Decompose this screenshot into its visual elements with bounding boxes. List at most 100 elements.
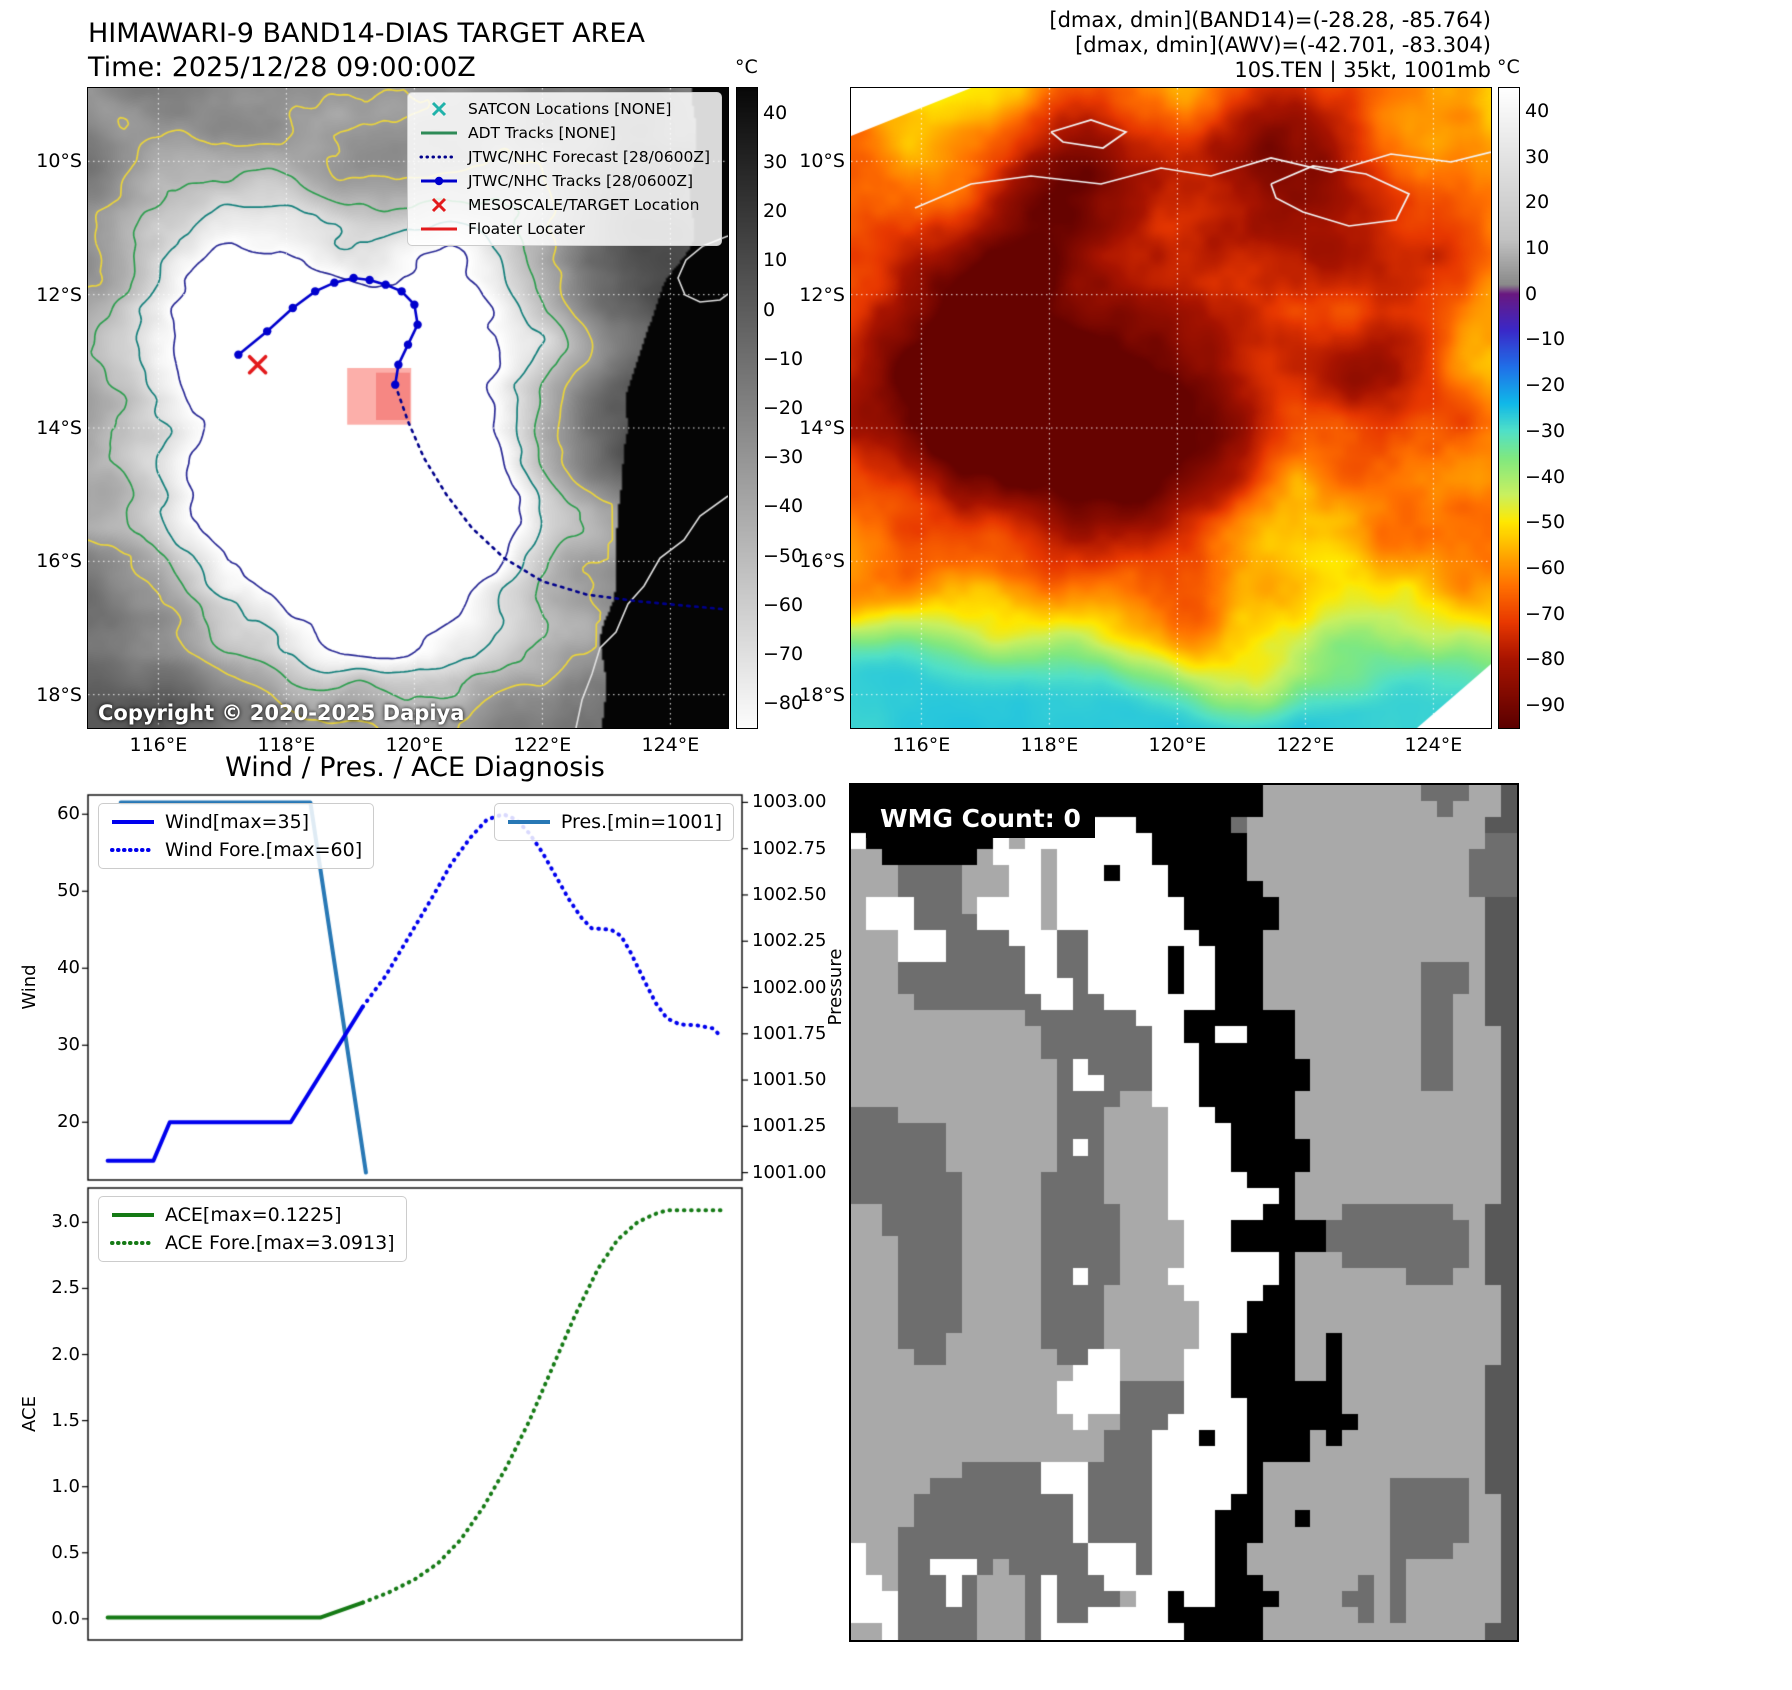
legend-item: ACE Fore.[max=3.0913] <box>110 1232 395 1254</box>
colorbar-tick-label: −60 <box>1525 557 1566 579</box>
wind-tick-label: 60 <box>57 803 80 825</box>
colorbar-tick-label: −40 <box>1525 465 1566 488</box>
dotted-legend-marker-icon <box>110 1235 156 1251</box>
x-tick-label: 124°E <box>641 734 700 756</box>
wind-tick-label: 30 <box>57 1034 80 1056</box>
awv-colorbar <box>1498 87 1520 729</box>
colorbar-tick-label: −50 <box>763 544 804 567</box>
colorbar-tick-label: 40 <box>1525 99 1550 122</box>
legend-label: ACE[max=0.1225] <box>165 1204 342 1226</box>
ace-tick-label: 2.0 <box>51 1343 80 1365</box>
x-tick-label: 118°E <box>257 734 316 756</box>
colorbar-tick-label: 10 <box>763 249 788 272</box>
legend-item: SATCON Locations [NONE] <box>419 100 710 118</box>
y-tick-label: 14°S <box>799 417 845 439</box>
band14-title: HIMAWARI-9 BAND14-DIAS TARGET AREA <box>88 18 645 49</box>
y-tick-label: 12°S <box>799 283 845 306</box>
y-tick-label: 16°S <box>36 550 82 573</box>
pressure-tick-label: 1001.00 <box>752 1161 827 1183</box>
pressure-legend: Pres.[min=1001] <box>493 803 734 841</box>
legend-label: Wind Fore.[max=60] <box>165 839 363 861</box>
wind-axis-label: Wind <box>19 964 40 1010</box>
pressure-tick-label: 1002.00 <box>752 976 827 998</box>
colorbar-tick-label: −80 <box>1525 648 1566 671</box>
pressure-axis-label: Pressure <box>825 948 846 1026</box>
ace-tick-label: 1.5 <box>51 1409 80 1431</box>
colorbar-tick-label: 20 <box>763 200 788 223</box>
awv-header-line-1: [dmax, dmin](BAND14)=(-28.28, -85.764) <box>1049 8 1491 32</box>
x-tick-label: 120°E <box>1148 734 1207 756</box>
pressure-tick-label: 1002.75 <box>752 837 827 859</box>
x-tick-label: 116°E <box>892 734 951 756</box>
legend-item: ADT Tracks [NONE] <box>419 124 710 142</box>
legend-label: SATCON Locations [NONE] <box>467 100 672 118</box>
y-tick-label: 16°S <box>799 550 845 573</box>
x-tick-label: 118°E <box>1020 734 1079 756</box>
ace-tick-label: 3.0 <box>51 1211 80 1233</box>
colorbar-tick-label: −70 <box>1525 602 1566 625</box>
pressure-tick-label: 1002.25 <box>752 930 827 952</box>
legend-label: Pres.[min=1001] <box>560 811 722 833</box>
legend-item: Floater Locater <box>419 220 710 238</box>
band14-colorbar-unit: °C <box>735 56 758 78</box>
legend-item: MESOSCALE/TARGET Location <box>419 196 710 214</box>
y-tick-label: 14°S <box>36 417 82 439</box>
band14-legend: SATCON Locations [NONE] ADT Tracks [NONE]… <box>406 92 722 246</box>
colorbar-tick-label: −30 <box>1525 419 1566 442</box>
wind-tick-label: 20 <box>57 1111 80 1133</box>
legend-label: MESOSCALE/TARGET Location <box>467 196 700 214</box>
x-tick-label: 122°E <box>1276 734 1335 756</box>
x-legend-marker-icon <box>419 101 459 117</box>
y-tick-label: 10°S <box>36 150 82 173</box>
legend-label: Floater Locater <box>467 220 585 238</box>
colorbar-tick-label: 30 <box>763 150 788 173</box>
colorbar-tick-label: −10 <box>1525 328 1566 351</box>
colorbar-tick-label: −20 <box>1525 374 1566 397</box>
awv-header-line-3: 10S.TEN | 35kt, 1001mb <box>1234 58 1491 82</box>
legend-label: JTWC/NHC Tracks [28/0600Z] <box>467 172 694 190</box>
colorbar-tick-label: −70 <box>763 643 804 666</box>
colorbar-tick-label: −40 <box>763 495 804 518</box>
colorbar-tick-label: −90 <box>1525 694 1566 717</box>
dotted-legend-marker-icon <box>110 842 156 858</box>
band14-subtitle: Time: 2025/12/28 09:00:00Z <box>88 52 476 83</box>
awv-map-canvas <box>850 87 1492 729</box>
legend-label: ACE Fore.[max=3.0913] <box>165 1232 395 1254</box>
colorbar-tick-label: 0 <box>1525 282 1538 305</box>
legend-item: ACE[max=0.1225] <box>110 1204 395 1226</box>
awv-header: [dmax, dmin](BAND14)=(-28.28, -85.764) [… <box>1049 8 1491 83</box>
colorbar-tick-label: 0 <box>763 298 776 321</box>
colorbar-tick-label: −30 <box>763 446 804 469</box>
colorbar-tick-label: 30 <box>1525 145 1550 168</box>
awv-colorbar-unit: °C <box>1497 56 1520 78</box>
x-tick-label: 124°E <box>1404 734 1463 756</box>
awv-header-line-2: [dmax, dmin](AWV)=(-42.701, -83.304) <box>1075 33 1491 57</box>
legend-item: Wind Fore.[max=60] <box>110 839 362 861</box>
line-legend-marker-icon <box>419 125 459 141</box>
wind-tick-label: 40 <box>57 957 80 979</box>
colorbar-tick-label: −50 <box>1525 511 1566 534</box>
line-dot-legend-marker-icon <box>419 173 459 189</box>
wind-tick-label: 50 <box>57 880 80 902</box>
pressure-tick-label: 1001.25 <box>752 1115 827 1137</box>
colorbar-tick-label: 40 <box>763 101 788 124</box>
colorbar-tick-label: −10 <box>763 347 804 370</box>
band14-copyright: Copyright © 2020-2025 Dapiya <box>98 701 465 725</box>
y-tick-label: 18°S <box>799 683 845 706</box>
legend-item: JTWC/NHC Forecast [28/0600Z] <box>419 148 710 166</box>
y-tick-label: 12°S <box>36 283 82 306</box>
legend-item: Pres.[min=1001] <box>506 811 722 833</box>
y-tick-label: 10°S <box>799 150 845 173</box>
pressure-tick-label: 1002.50 <box>752 883 827 905</box>
ace-tick-label: 0.5 <box>51 1541 80 1563</box>
colorbar-tick-label: −20 <box>763 397 804 419</box>
colorbar-tick-label: 20 <box>1525 191 1550 214</box>
line-legend-marker-icon <box>419 221 459 237</box>
legend-label: JTWC/NHC Forecast [28/0600Z] <box>467 148 710 166</box>
wmg-canvas <box>849 783 1519 1642</box>
legend-item: JTWC/NHC Tracks [28/0600Z] <box>419 172 710 190</box>
dotted-legend-marker-icon <box>419 149 459 165</box>
ace-legend: ACE[max=0.1225] ACE Fore.[max=3.0913] <box>98 1196 407 1262</box>
wind-legend: Wind[max=35] Wind Fore.[max=60] <box>98 803 375 869</box>
